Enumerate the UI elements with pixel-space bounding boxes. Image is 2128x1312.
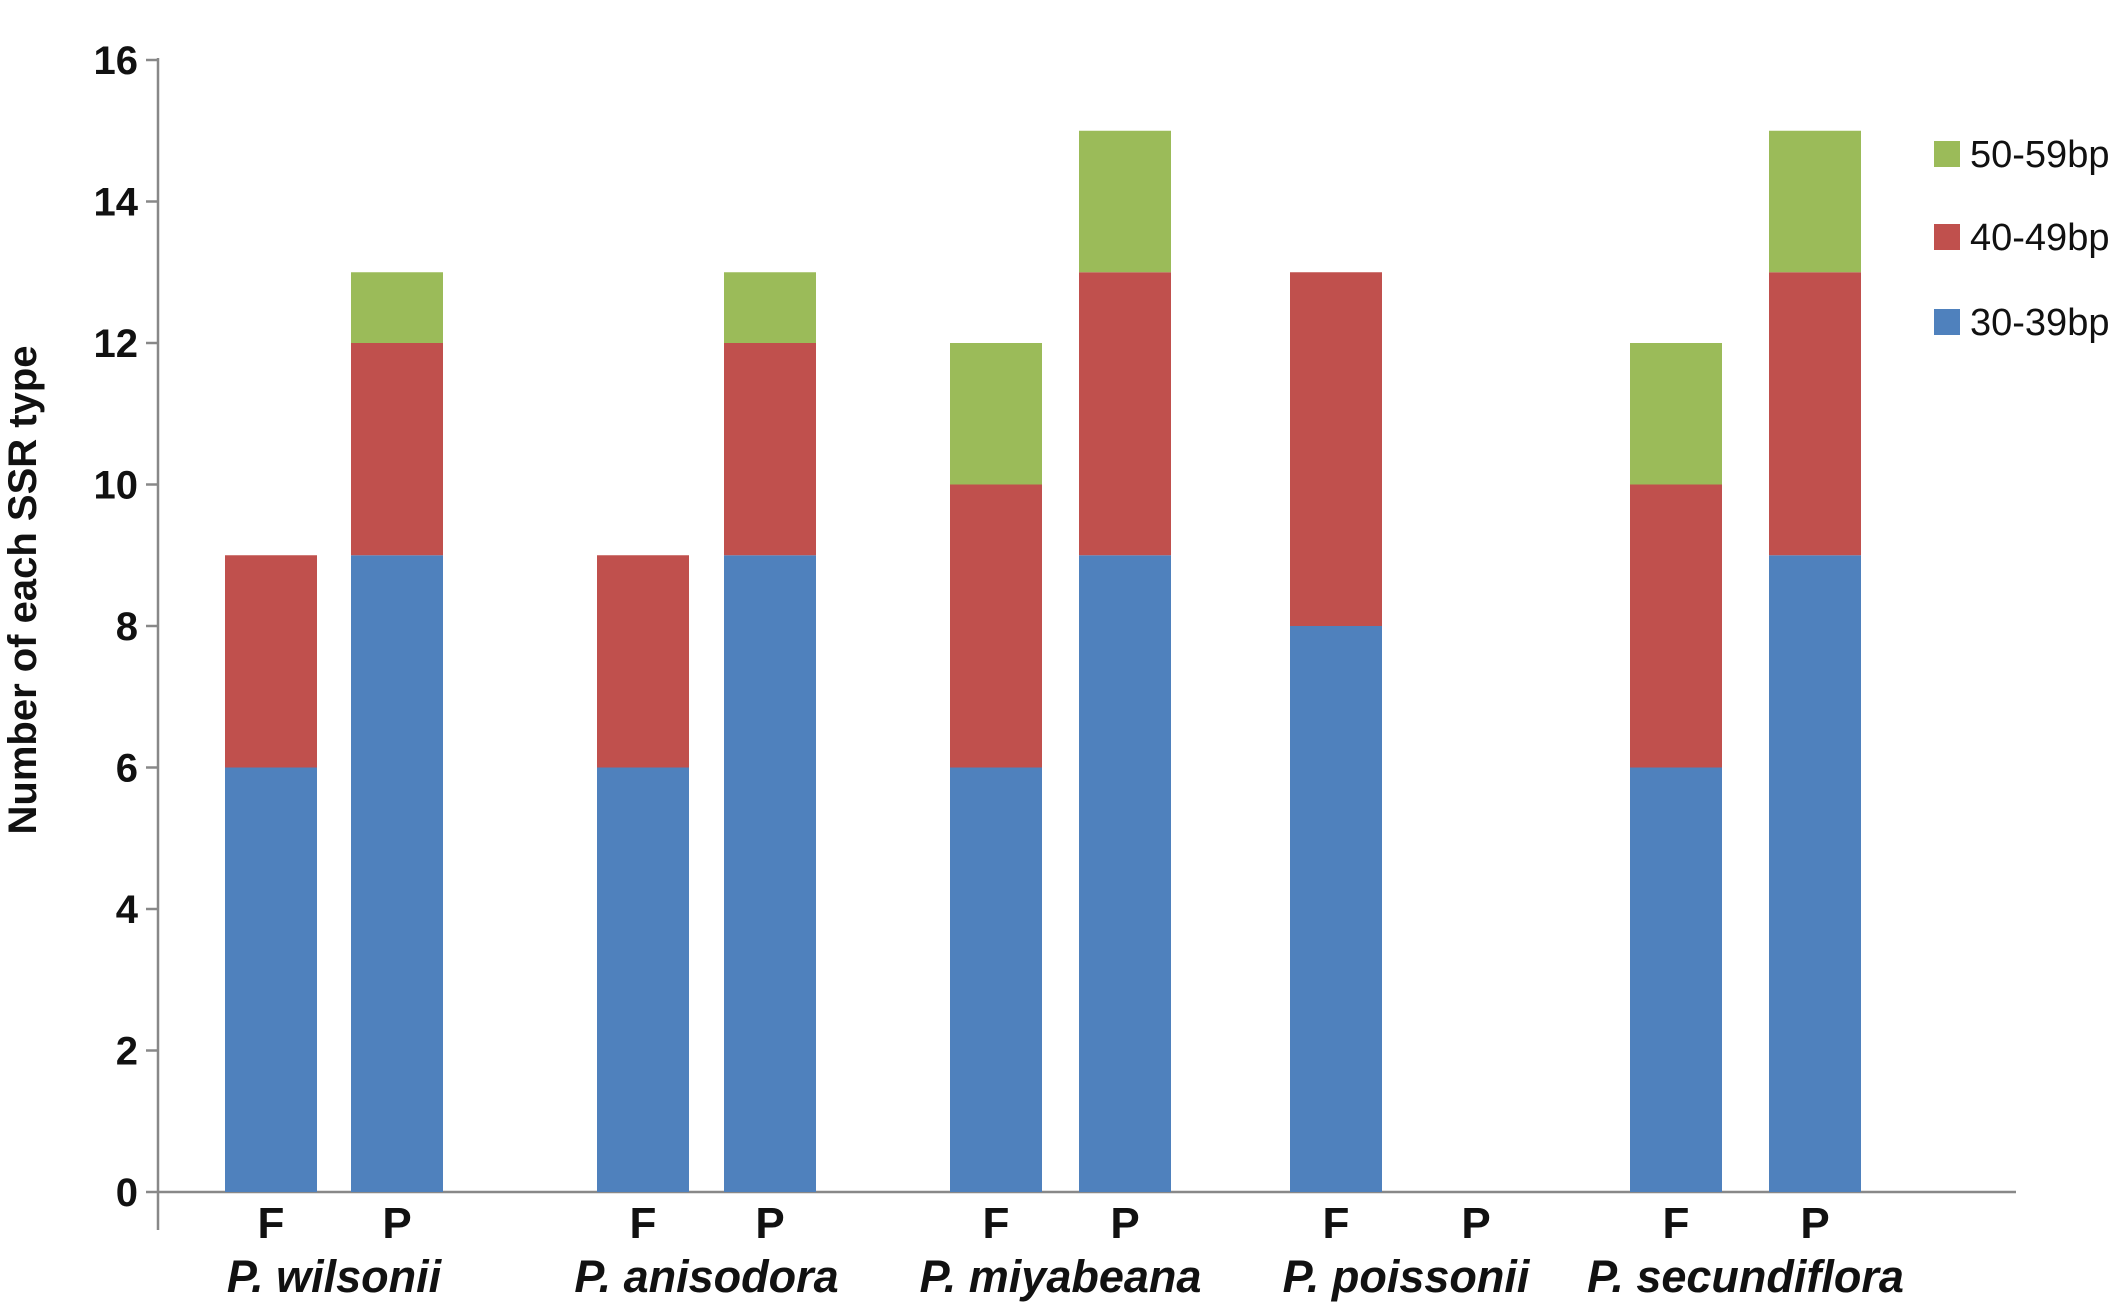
- x-category-label: F: [1663, 1199, 1690, 1248]
- bar-segment-40-49bp: [724, 343, 816, 556]
- x-labels: F P F P F P F P F PP. wilsonii P. anisodora P. miya…: [227, 1199, 1904, 1302]
- x-category-label: F: [983, 1199, 1010, 1248]
- y-tick-label: 12: [94, 322, 139, 366]
- bar-segment-40-49bp: [597, 555, 689, 768]
- y-tick-label: 0: [116, 1171, 138, 1215]
- y-tick-label: 4: [116, 888, 139, 932]
- legend-label: 50-59bp: [1970, 134, 2109, 176]
- bar-segment-40-49bp: [1079, 272, 1171, 556]
- x-category-label: P: [1110, 1199, 1139, 1248]
- bar-segment-50-59bp: [1630, 343, 1722, 485]
- bar-segment-50-59bp: [351, 272, 443, 343]
- y-tick-label: 2: [116, 1030, 138, 1074]
- x-category-label: P: [1800, 1199, 1829, 1248]
- legend-label: 40-49bp: [1970, 217, 2109, 259]
- bar-segment-40-49bp: [1630, 484, 1722, 768]
- x-group-label: P. anisodora: [574, 1251, 838, 1302]
- bars: [225, 130, 1861, 1192]
- bar-segment-30-39bp: [1290, 626, 1382, 1192]
- x-category-label: P: [382, 1199, 411, 1248]
- bar-segment-40-49bp: [225, 555, 317, 768]
- y-tick-label: 10: [94, 464, 139, 508]
- legend-swatch: [1934, 309, 1960, 335]
- bar-segment-30-39bp: [1079, 555, 1171, 1192]
- bar-segment-40-49bp: [1290, 272, 1382, 626]
- bar-segment-40-49bp: [351, 343, 443, 556]
- bar-segment-30-39bp: [1630, 767, 1722, 1192]
- y-tick-label: 8: [116, 605, 138, 649]
- x-group-label: P. poissonii: [1283, 1251, 1531, 1302]
- legend-label: 30-39bp: [1970, 302, 2109, 344]
- x-category-label: P: [755, 1199, 784, 1248]
- bar-segment-40-49bp: [950, 484, 1042, 768]
- bar-segment-50-59bp: [1769, 130, 1861, 273]
- x-category-label: P: [1461, 1199, 1490, 1248]
- bar-segment-30-39bp: [351, 555, 443, 1192]
- x-category-label: F: [258, 1199, 285, 1248]
- legend-swatch: [1934, 141, 1960, 167]
- legend-swatch: [1934, 224, 1960, 250]
- bar-segment-30-39bp: [225, 767, 317, 1192]
- x-group-label: P. wilsonii: [227, 1251, 443, 1302]
- y-tick-label: 14: [94, 181, 139, 225]
- y-axis-title: Number of each SSR type: [1, 345, 45, 834]
- bar-segment-30-39bp: [724, 555, 816, 1192]
- bar-segment-30-39bp: [1769, 555, 1861, 1192]
- x-group-label: P. miyabeana: [920, 1251, 1202, 1302]
- legend: 50-59bp 40-49bp 30-39bp: [1934, 134, 2109, 344]
- x-category-label: F: [1323, 1199, 1350, 1248]
- bar-segment-30-39bp: [950, 767, 1042, 1192]
- x-category-label: F: [630, 1199, 657, 1248]
- y-tick-label: 6: [116, 747, 138, 791]
- y-ticks: 0 2 4 6 8 10 12 14 16: [94, 39, 158, 1215]
- x-group-label: P. secundiflora: [1587, 1251, 1904, 1302]
- bar-segment-50-59bp: [1079, 130, 1171, 273]
- bar-segment-30-39bp: [597, 767, 689, 1192]
- bar-segment-40-49bp: [1769, 272, 1861, 556]
- bar-segment-50-59bp: [724, 272, 816, 343]
- y-tick-label: 16: [94, 39, 139, 83]
- bar-segment-50-59bp: [950, 343, 1042, 485]
